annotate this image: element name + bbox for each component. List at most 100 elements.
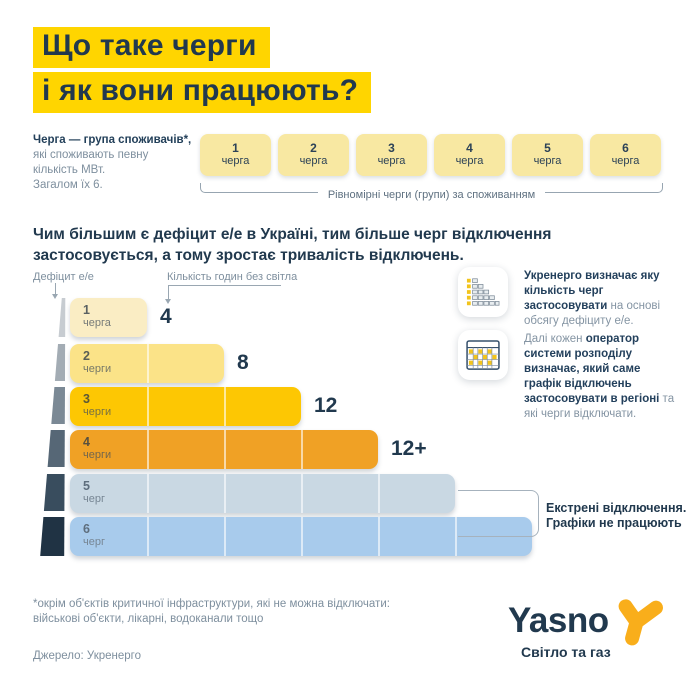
bar-word: черга: [83, 316, 111, 329]
bar-segment-divider: [147, 430, 149, 469]
bar-value-3: 12: [314, 394, 338, 417]
queue-bar-3: 3 черги: [70, 387, 301, 426]
page-title: Що таке черги і як вони працюють?: [33, 27, 372, 117]
hours-connector-line: [164, 285, 281, 304]
outage-queues-chart: 1 черга 4 2 черги 8 3 черги 12 4 чер: [70, 298, 630, 558]
definition-bold: Черга — група споживачів*,: [33, 134, 192, 146]
info-text-1-bold: Укренерго визначає яку кількість черг за…: [524, 270, 660, 312]
queue-box-1: 1 черга: [200, 134, 271, 176]
queue-box-number: 4: [466, 141, 473, 155]
bar-segment-divider: [147, 344, 149, 383]
bar-word: черги: [83, 362, 112, 375]
queue-box-word: черга: [455, 155, 484, 167]
bar-number: 1: [83, 303, 90, 317]
deficit-axis-label: Дефіцит е/е: [33, 271, 94, 283]
queue-strip-bracket-label: Рівномірні черги (групи) за споживанням: [317, 189, 546, 201]
info-text-2-suffix: та які черги відключати.: [524, 393, 675, 420]
queue-bar-4: 4 черги: [70, 430, 378, 469]
emergency-note: Екстрені відключення. Графіки не працюют…: [546, 501, 686, 531]
bar-value-1: 4: [160, 305, 172, 328]
hours-axis-label: Кількість годин без світла: [167, 271, 298, 283]
queue-bar-6: 6 черг: [70, 517, 532, 556]
queue-box-word: черга: [299, 155, 328, 167]
yasno-logo: Yasno Світло та газ: [506, 592, 671, 667]
bar-segment-divider: [301, 517, 303, 556]
queue-box-4: 4 черга: [434, 134, 505, 176]
statement-heading: Чим більшим є дефіцит е/е в Україні, тим…: [33, 224, 551, 266]
bar-word: черги: [83, 448, 112, 461]
bar-label: 5 черг: [83, 480, 105, 505]
bar-word: черги: [83, 405, 112, 418]
bar-label: 3 черги: [83, 393, 111, 418]
bar-segment-divider: [224, 430, 226, 469]
info-text-2-bold: оператор системи розподілу визначає, яки…: [524, 333, 660, 405]
emergency-note-line-2: Графіки не працюють: [546, 516, 682, 530]
queue-strip-bracket: Рівномірні черги (групи) за споживанням: [200, 183, 663, 201]
queue-box-number: 1: [232, 141, 239, 155]
queues-bar-chart-icon: [466, 278, 500, 306]
queue-box-word: черга: [533, 155, 562, 167]
logo-brand-name: Yasno: [508, 601, 609, 640]
bar-segment-divider: [301, 430, 303, 469]
bar-segment-divider: [147, 474, 149, 513]
queue-bar-1: 1 черга: [70, 298, 147, 337]
yasno-y-icon: [618, 599, 663, 646]
footnote-line-1: *окрім об'єктів критичної інфраструктури…: [33, 598, 390, 610]
down-arrow-icon: [52, 283, 58, 299]
info-text-1-normal: на основі обсягу дефіциту е/е.: [524, 300, 661, 327]
info-card-1: [458, 267, 508, 317]
definition-line-2: які споживають певну: [33, 149, 149, 161]
info-text-1: Укренерго визначає яку кількість черг за…: [524, 269, 676, 329]
info-text-2: Далі кожен оператор системи розподілу ви…: [524, 332, 676, 422]
info-card-2: [458, 330, 508, 380]
queue-box-3: 3 черга: [356, 134, 427, 176]
definition-line-4: Загалом їх 6.: [33, 179, 103, 191]
schedule-grid-icon: [466, 340, 500, 370]
queue-box-word: черга: [221, 155, 250, 167]
title-line-2: і як вони працюють?: [33, 72, 372, 113]
bar-word: черг: [83, 535, 105, 548]
bar-segment-divider: [224, 387, 226, 426]
queue-definition: Черга — група споживачів*, які споживают…: [33, 133, 193, 193]
bar-segment-divider: [378, 517, 380, 556]
bar-value-2: 8: [237, 351, 249, 374]
bar-segment-divider: [224, 474, 226, 513]
bar-word: черг: [83, 492, 105, 505]
bar-segment-divider: [224, 517, 226, 556]
queue-box-word: черга: [377, 155, 406, 167]
statement-line-2: застосовується, а тому зростає триваліст…: [33, 247, 464, 264]
emergency-note-line-1: Екстрені відключення.: [546, 501, 687, 515]
bar-label: 1 черга: [83, 304, 111, 329]
queue-box-2: 2 черга: [278, 134, 349, 176]
bar-value-4: 12+: [391, 437, 427, 460]
logo-tagline: Світло та газ: [521, 644, 611, 660]
source-label: Джерело: Укренерго: [33, 650, 142, 662]
queue-box-6: 6 черга: [590, 134, 661, 176]
queue-strip: 1 черга 2 черга 3 черга 4 черга 5 черга …: [200, 134, 661, 176]
queue-box-number: 6: [622, 141, 629, 155]
queue-box-number: 3: [388, 141, 395, 155]
queue-box-number: 5: [544, 141, 551, 155]
footnote: *окрім об'єктів критичної інфраструктури…: [33, 597, 390, 627]
bar-label: 4 черги: [83, 436, 111, 461]
bar-segment-divider: [147, 517, 149, 556]
bar-number: 3: [83, 392, 90, 406]
info-text-2-prefix: Далі кожен: [524, 333, 586, 345]
definition-line-3: кількість МВт.: [33, 164, 106, 176]
bar-segment-divider: [301, 474, 303, 513]
bar-segment-divider: [455, 517, 457, 556]
statement-line-1: Чим більшим є дефіцит е/е в Україні, тим…: [33, 226, 552, 243]
queue-box-word: черга: [611, 155, 640, 167]
queue-box-number: 2: [310, 141, 317, 155]
bar-segment-divider: [378, 474, 380, 513]
queue-box-5: 5 черга: [512, 134, 583, 176]
bar-number: 6: [83, 522, 90, 536]
emergency-bracket: [458, 490, 539, 537]
title-line-1: Що таке черги: [33, 27, 270, 68]
bar-number: 5: [83, 479, 90, 493]
bar-number: 4: [83, 435, 90, 449]
deficit-wedge-icon: [40, 298, 66, 556]
bar-label: 6 черг: [83, 523, 105, 548]
queue-bar-2: 2 черги: [70, 344, 224, 383]
